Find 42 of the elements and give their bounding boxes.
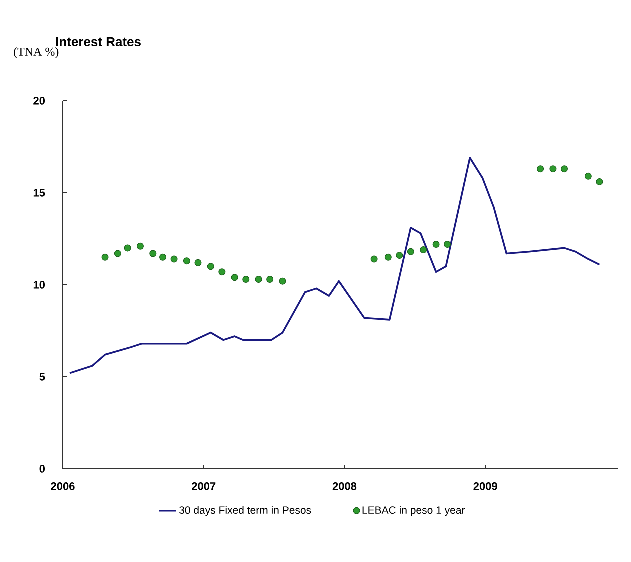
point <box>231 274 238 282</box>
point <box>432 241 440 248</box>
point <box>444 241 452 248</box>
y-axis-title: (TNA %) <box>14 48 59 58</box>
point <box>194 259 202 266</box>
point <box>242 276 250 283</box>
point <box>596 178 604 186</box>
point <box>102 254 109 261</box>
y-tick-label: 0 <box>40 465 46 473</box>
point <box>170 256 178 263</box>
line-series <box>69 157 601 374</box>
point <box>183 258 190 265</box>
point <box>207 263 214 270</box>
point <box>560 166 568 173</box>
point <box>160 254 167 261</box>
point <box>266 276 274 283</box>
legend-label: 30 days Fixed term in Pesos <box>179 506 312 516</box>
legend-label: LEBAC in peso 1 year <box>362 506 466 516</box>
point <box>407 248 414 256</box>
point <box>124 244 132 252</box>
point <box>396 252 404 260</box>
point <box>279 278 286 285</box>
point <box>550 166 557 173</box>
point <box>218 268 226 276</box>
point <box>370 256 378 263</box>
y-tick-label: 20 <box>34 97 46 105</box>
x-tick-label: 2006 <box>51 482 75 490</box>
y-tick-label: 10 <box>34 281 46 289</box>
x-tick-label: 2007 <box>192 482 216 490</box>
point <box>384 254 392 261</box>
x-tick-label: 2009 <box>474 482 498 490</box>
point <box>584 172 592 180</box>
point <box>136 242 144 250</box>
chart-title: Interest Rates <box>56 37 141 47</box>
y-tick-label: 15 <box>34 189 46 197</box>
point <box>420 246 428 254</box>
point <box>114 250 122 258</box>
point <box>255 276 262 283</box>
point <box>537 166 544 173</box>
y-tick-label: 5 <box>40 373 46 381</box>
x-tick-label: 2008 <box>332 482 357 490</box>
point <box>150 250 157 258</box>
